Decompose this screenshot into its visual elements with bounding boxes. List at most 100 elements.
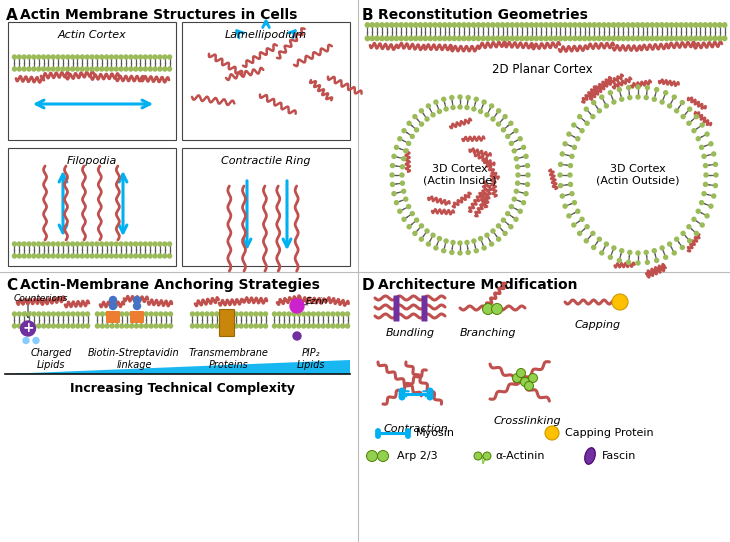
Circle shape [80,55,84,59]
Circle shape [145,312,148,316]
Text: Fascin: Fascin [602,451,637,461]
Circle shape [370,36,374,41]
Circle shape [234,312,238,316]
Circle shape [585,121,589,125]
Circle shape [75,242,80,246]
Circle shape [515,189,518,193]
Circle shape [392,154,396,158]
Circle shape [158,67,162,71]
Circle shape [516,173,520,177]
Circle shape [47,312,50,316]
Circle shape [377,450,388,461]
Circle shape [27,312,31,316]
Circle shape [636,251,640,255]
Circle shape [168,242,172,246]
Circle shape [506,134,510,138]
Circle shape [655,88,658,92]
Circle shape [640,36,645,41]
Circle shape [104,55,109,59]
Circle shape [620,97,623,101]
Circle shape [254,324,258,328]
Circle shape [664,23,669,27]
Circle shape [283,324,286,328]
Circle shape [679,36,683,41]
Circle shape [483,304,493,314]
Circle shape [602,23,606,27]
Circle shape [293,332,301,340]
Circle shape [462,36,466,41]
Circle shape [80,242,84,246]
Circle shape [544,36,548,41]
Circle shape [704,164,707,167]
Circle shape [154,312,158,316]
Circle shape [100,242,104,246]
Circle shape [672,251,676,255]
Circle shape [394,201,399,205]
Circle shape [115,312,119,316]
Circle shape [521,201,526,205]
Circle shape [376,434,380,438]
Circle shape [444,107,448,111]
Circle shape [509,121,513,125]
Circle shape [401,181,404,185]
Circle shape [413,114,417,119]
Circle shape [703,23,707,27]
Circle shape [558,36,563,41]
Circle shape [694,231,699,235]
Text: Bundling: Bundling [385,328,434,338]
Circle shape [712,152,715,156]
Circle shape [442,249,446,253]
Circle shape [584,107,588,111]
Circle shape [341,324,345,328]
Circle shape [433,36,437,41]
Circle shape [524,154,528,158]
Circle shape [694,36,698,41]
Circle shape [529,23,534,27]
Circle shape [47,67,50,71]
Circle shape [100,67,104,71]
Circle shape [96,324,99,328]
Circle shape [660,246,664,250]
Circle shape [427,388,433,394]
Circle shape [389,23,393,27]
Circle shape [345,324,350,328]
Circle shape [708,36,712,41]
Circle shape [612,246,616,250]
Circle shape [560,152,564,156]
Circle shape [427,391,433,397]
Circle shape [105,312,110,316]
Circle shape [660,100,664,104]
FancyBboxPatch shape [130,311,144,323]
Circle shape [148,67,152,71]
Circle shape [129,324,134,328]
Circle shape [66,55,70,59]
Circle shape [569,164,572,167]
Circle shape [419,237,423,241]
Circle shape [465,106,469,109]
Circle shape [696,209,700,213]
Circle shape [437,109,442,113]
Circle shape [110,296,117,304]
Text: A: A [6,8,18,23]
Circle shape [27,67,31,71]
Circle shape [485,233,489,237]
Circle shape [490,104,493,108]
Circle shape [370,23,374,27]
Circle shape [404,197,408,201]
Circle shape [124,67,128,71]
Circle shape [655,259,658,262]
Circle shape [505,36,510,41]
Circle shape [447,36,452,41]
Circle shape [699,201,704,205]
Circle shape [692,128,696,133]
Circle shape [366,450,377,461]
Text: Branching: Branching [460,328,516,338]
Circle shape [75,254,80,258]
Circle shape [674,36,678,41]
Circle shape [500,23,504,27]
Circle shape [645,36,650,41]
Circle shape [47,242,50,246]
Circle shape [90,55,94,59]
Circle shape [466,23,471,27]
Circle shape [563,204,567,208]
